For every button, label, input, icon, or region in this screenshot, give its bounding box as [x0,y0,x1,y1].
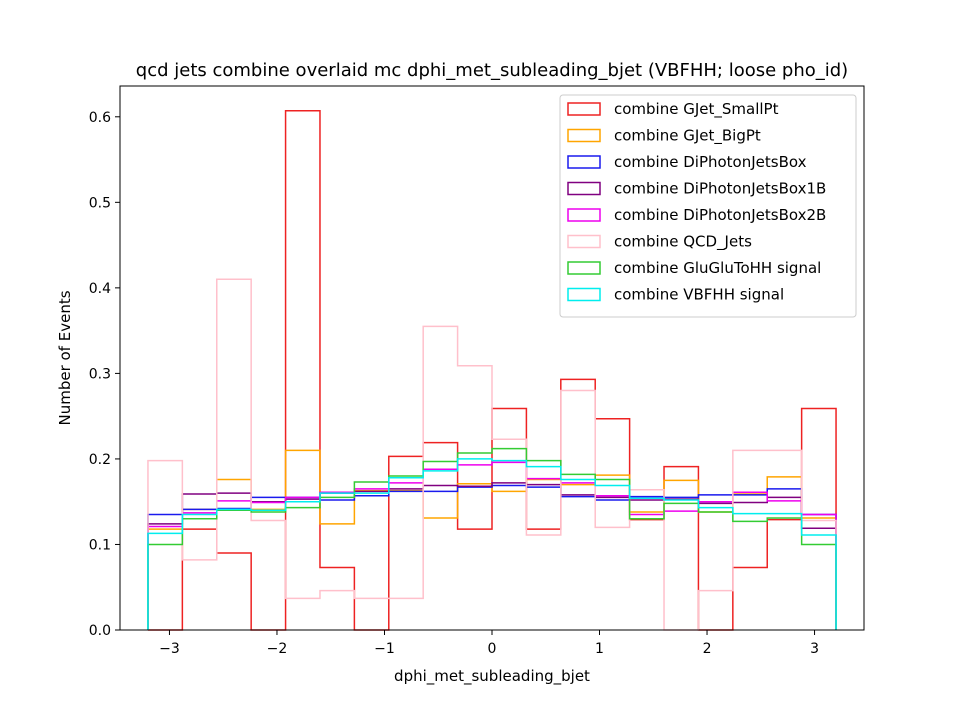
legend-box [559,94,857,318]
legend-swatch [567,208,601,222]
y-axis: 0.0 0.1 0.2 0.3 0.4 0.5 0.6 [89,110,120,639]
x-tick-label: 2 [703,641,712,657]
series-line-7 [147,458,837,630]
legend-swatch [567,102,601,116]
legend-swatch [567,128,601,143]
x-tick-label: 0 [488,641,497,657]
x-tick-label: 1 [595,641,604,657]
legend-entry: combine GJet_SmallPt [614,100,779,119]
x-tick-label: −2 [267,641,288,657]
plot-area [147,110,837,631]
legend-entry: combine GluGluToHH signal [614,259,821,277]
legend-swatch [567,155,601,169]
y-tick-label: 0.2 [89,452,111,468]
x-tick-label: −1 [374,641,395,657]
x-tick-label: 3 [810,641,819,657]
legend-swatch [567,181,601,196]
x-axis-label: dphi_met_subleading_bjet [394,667,590,686]
legend-entry: combine DiPhotonJetsBox2B [614,206,826,224]
legend-entry: combine DiPhotonJetsBox1B [614,180,826,198]
legend-swatch [567,261,601,275]
y-tick-label: 0.4 [89,281,111,297]
legend-entry: combine QCD_Jets [614,233,752,252]
y-axis-label: Number of Events [56,290,74,425]
legend-entry: combine VBFHH signal [614,286,784,304]
y-tick-label: 0.5 [89,195,111,211]
legend-entry: combine GJet_BigPt [614,127,761,146]
chart-title: qcd jets combine overlaid mc dphi_met_su… [136,60,848,81]
y-tick-label: 0.1 [89,537,111,553]
x-axis: −3 −2 −1 0 1 2 3 [159,630,819,657]
legend-swatch [567,234,601,249]
series-line-5 [147,278,837,631]
y-tick-label: 0.6 [89,110,111,126]
x-tick-label: −3 [159,641,180,657]
y-tick-label: 0.3 [89,366,111,382]
legend-entry: combine DiPhotonJetsBox [614,153,807,171]
y-tick-label: 0.0 [89,623,111,639]
legend-swatch [567,287,601,302]
